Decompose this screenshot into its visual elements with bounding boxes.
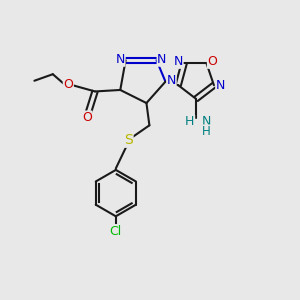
- Text: S: S: [124, 133, 133, 147]
- Text: Cl: Cl: [110, 225, 122, 238]
- Text: H: H: [185, 115, 195, 128]
- Text: N: N: [167, 74, 176, 87]
- Text: N: N: [216, 79, 225, 92]
- Text: N: N: [157, 53, 167, 66]
- Text: N: N: [173, 55, 183, 68]
- Text: N: N: [201, 115, 211, 128]
- Text: O: O: [208, 55, 218, 68]
- Text: H: H: [201, 125, 210, 138]
- Text: O: O: [82, 111, 92, 124]
- Text: O: O: [63, 77, 73, 91]
- Text: N: N: [116, 53, 125, 66]
